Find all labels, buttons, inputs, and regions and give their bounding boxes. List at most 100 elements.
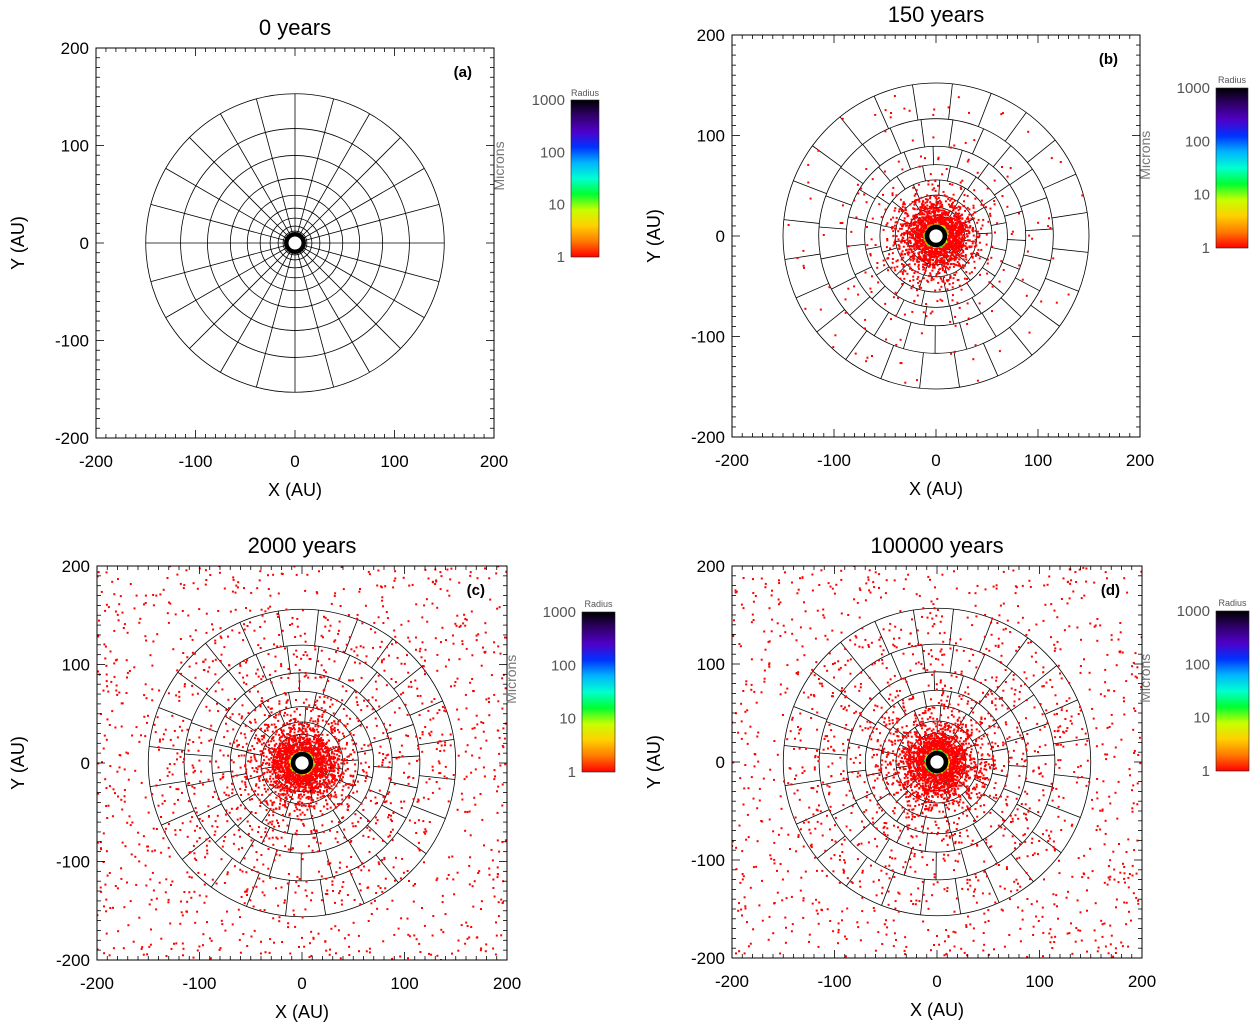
particle bbox=[368, 951, 371, 954]
particle bbox=[955, 206, 958, 209]
particle bbox=[962, 234, 965, 237]
particle bbox=[476, 936, 479, 939]
particle bbox=[952, 251, 955, 253]
particle bbox=[235, 584, 238, 587]
particle bbox=[870, 290, 873, 293]
grid-spoke bbox=[946, 166, 951, 182]
grid-spoke bbox=[257, 727, 271, 738]
particle bbox=[482, 730, 485, 733]
grid-spoke bbox=[862, 144, 881, 167]
particle bbox=[385, 684, 388, 687]
particle bbox=[344, 769, 347, 772]
particle bbox=[440, 641, 442, 644]
particle bbox=[298, 687, 301, 690]
particle bbox=[314, 704, 317, 707]
particle bbox=[853, 199, 856, 202]
particle bbox=[1010, 233, 1013, 235]
particle bbox=[310, 830, 313, 833]
particle bbox=[421, 731, 424, 733]
particle bbox=[958, 306, 961, 309]
central-hole bbox=[288, 236, 302, 250]
particle bbox=[931, 269, 934, 272]
particle bbox=[198, 608, 201, 611]
particle bbox=[262, 779, 264, 781]
particle bbox=[948, 211, 950, 214]
particle bbox=[198, 894, 201, 897]
particle bbox=[273, 941, 275, 944]
particle bbox=[433, 698, 436, 700]
particle bbox=[915, 189, 918, 192]
particle bbox=[107, 690, 110, 693]
particle bbox=[919, 239, 922, 242]
particle bbox=[952, 265, 955, 268]
particle bbox=[311, 891, 314, 894]
particle bbox=[312, 828, 315, 831]
particle bbox=[904, 211, 907, 214]
particle bbox=[297, 730, 300, 733]
particle bbox=[930, 277, 933, 280]
particle bbox=[327, 863, 330, 866]
particle bbox=[993, 203, 996, 206]
particle bbox=[242, 659, 245, 662]
particle bbox=[321, 715, 324, 718]
particle bbox=[944, 229, 947, 231]
particle bbox=[959, 207, 962, 210]
grid-spoke bbox=[989, 282, 1005, 295]
particle bbox=[421, 616, 424, 619]
particle bbox=[346, 755, 349, 758]
particle bbox=[294, 891, 297, 894]
particle bbox=[295, 833, 298, 836]
particle bbox=[256, 768, 259, 771]
grid-spoke bbox=[314, 646, 320, 674]
particle bbox=[954, 255, 957, 258]
particle bbox=[262, 735, 265, 738]
particle bbox=[144, 796, 147, 799]
particle bbox=[333, 764, 336, 767]
particle bbox=[348, 795, 351, 798]
particle bbox=[944, 200, 947, 203]
particle bbox=[922, 241, 925, 244]
particle bbox=[936, 247, 939, 249]
particle bbox=[399, 877, 402, 880]
grid-ring bbox=[229, 690, 375, 836]
grid-spoke bbox=[873, 95, 889, 129]
particle bbox=[359, 817, 362, 819]
particle bbox=[934, 255, 937, 258]
particle bbox=[417, 819, 420, 822]
particle bbox=[368, 869, 371, 872]
particle bbox=[392, 812, 395, 814]
particle bbox=[458, 626, 461, 628]
particle bbox=[291, 728, 294, 731]
particle bbox=[943, 248, 946, 251]
particle bbox=[382, 658, 385, 661]
particle bbox=[900, 241, 903, 244]
particle bbox=[249, 760, 252, 763]
particle bbox=[886, 239, 889, 242]
particle bbox=[974, 254, 977, 257]
particle bbox=[439, 772, 442, 775]
particle bbox=[400, 744, 403, 747]
particle bbox=[400, 693, 403, 696]
particle bbox=[221, 923, 224, 926]
particle bbox=[424, 832, 427, 835]
particle bbox=[933, 246, 936, 249]
particle bbox=[960, 233, 963, 236]
particle bbox=[960, 252, 963, 255]
grid-spoke bbox=[367, 824, 388, 845]
particle bbox=[943, 221, 946, 224]
particle bbox=[235, 808, 238, 810]
particle bbox=[944, 247, 947, 250]
particle bbox=[932, 210, 935, 213]
particle bbox=[963, 236, 966, 239]
particle bbox=[962, 204, 965, 207]
particle bbox=[194, 829, 196, 832]
grid-spoke bbox=[368, 789, 386, 797]
particle bbox=[243, 587, 245, 590]
particle bbox=[108, 872, 111, 874]
particle bbox=[967, 317, 970, 320]
particle bbox=[933, 249, 936, 251]
particle bbox=[175, 942, 178, 945]
particle bbox=[955, 253, 958, 256]
particle bbox=[945, 218, 948, 221]
particle bbox=[902, 256, 905, 259]
